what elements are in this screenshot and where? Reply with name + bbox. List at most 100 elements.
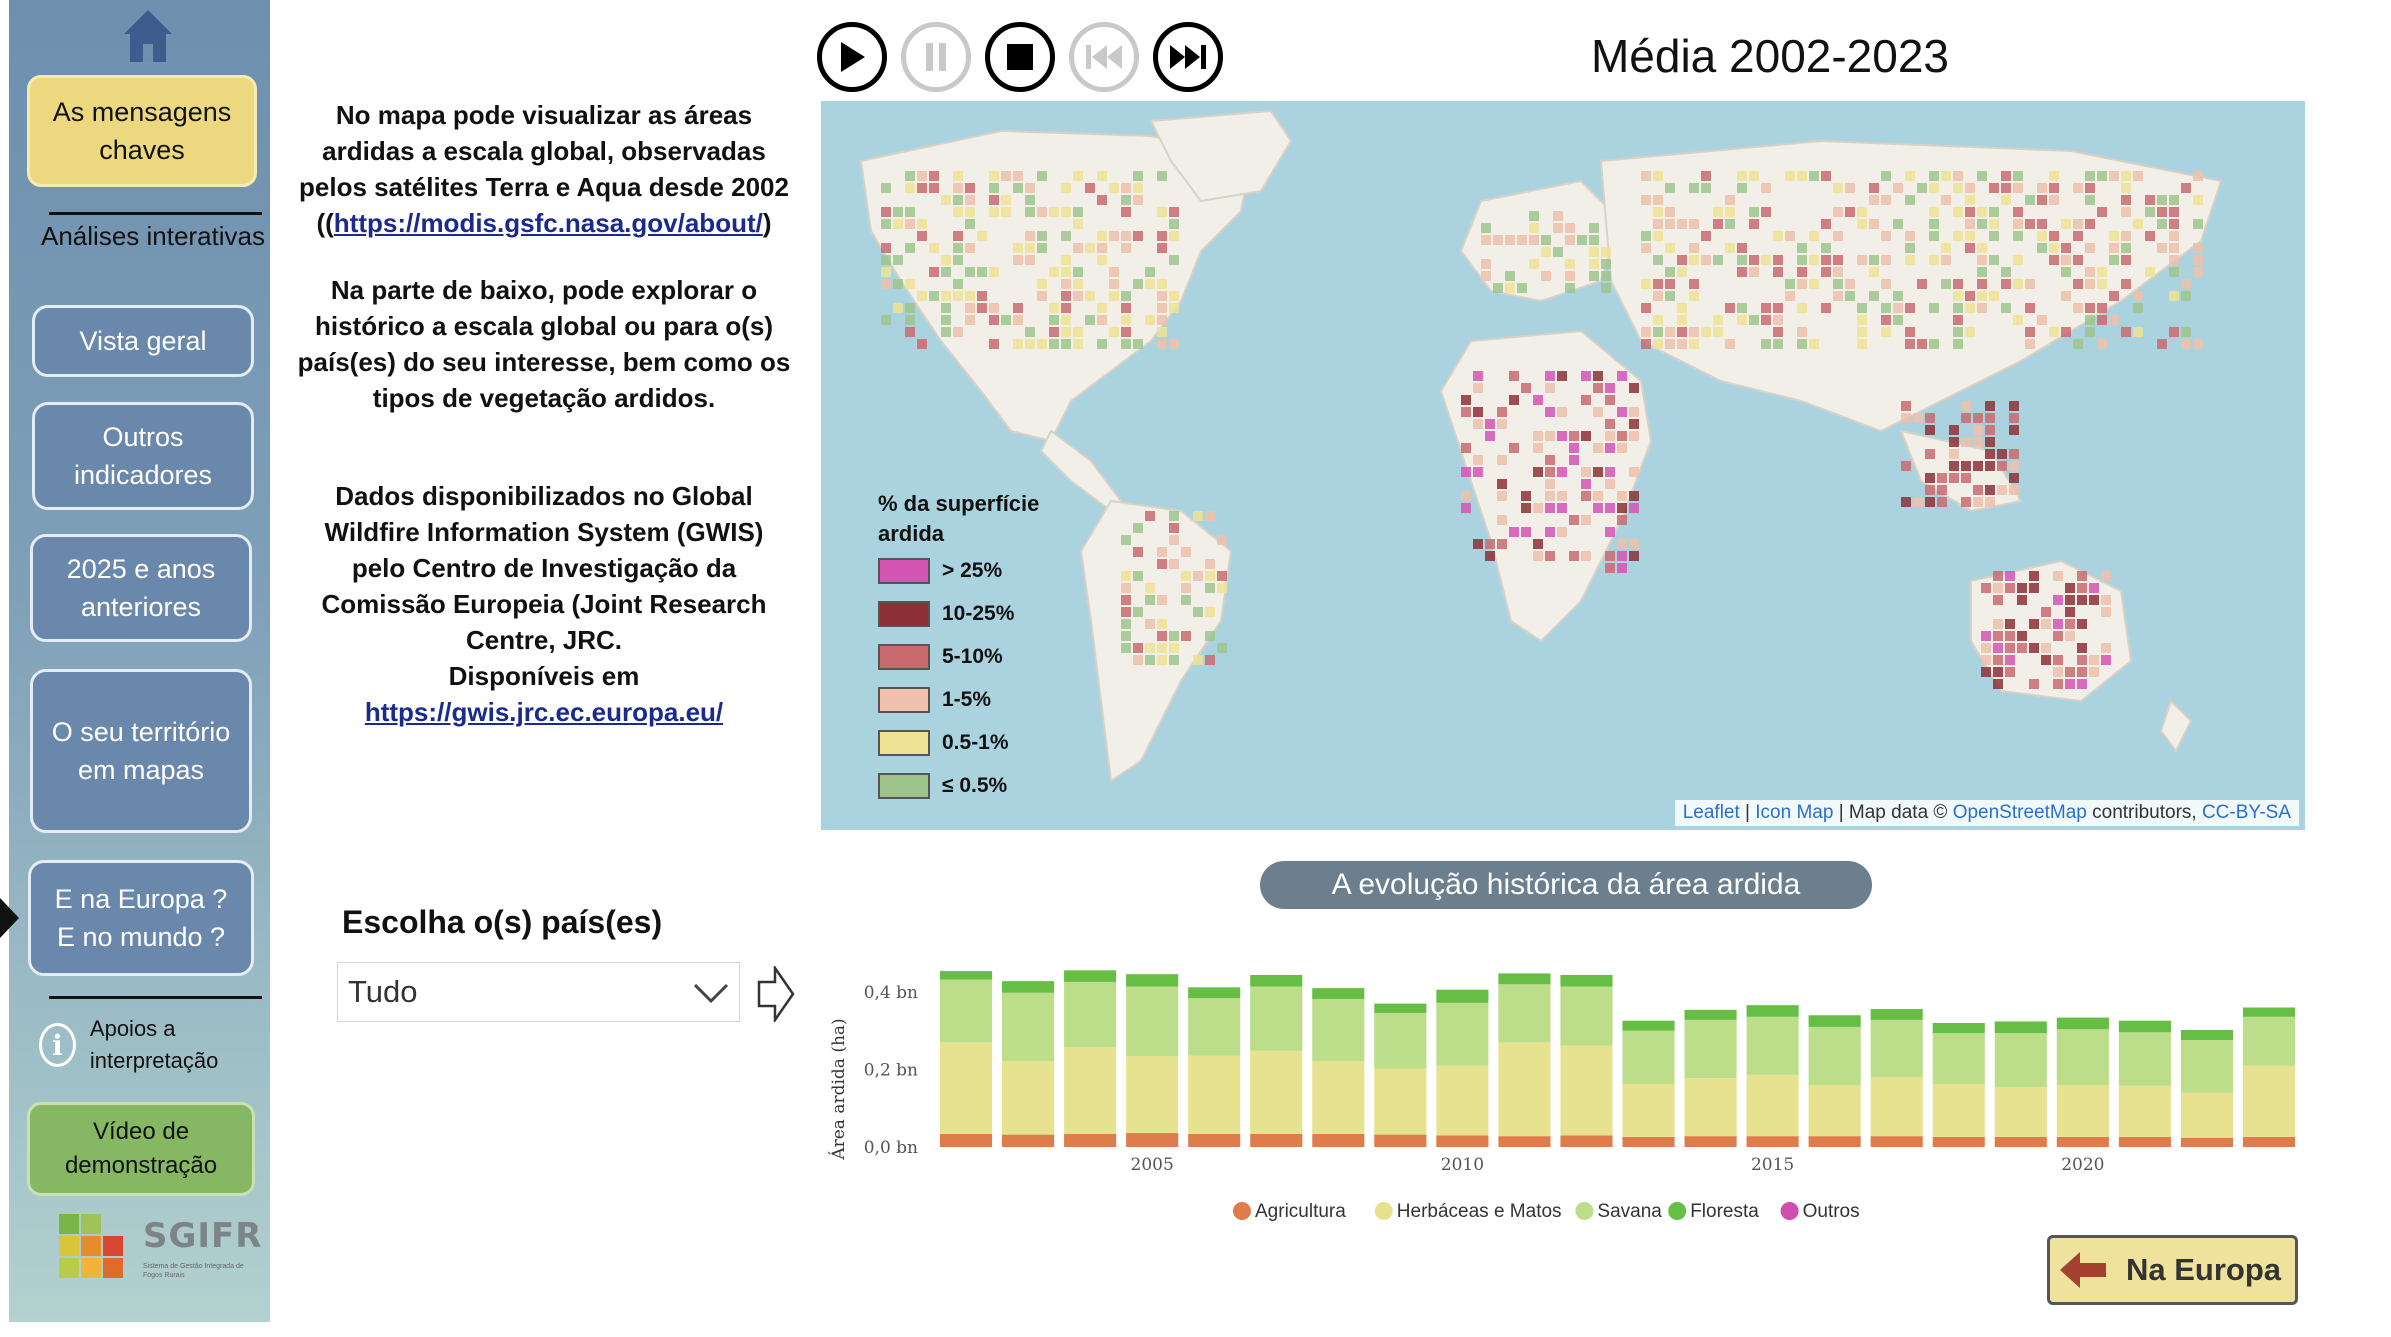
burned-cell [2097, 267, 2107, 277]
intro-paragraph-3: Dados disponibilizados no Global Wildfir… [296, 478, 792, 730]
burned-cell [2049, 183, 2059, 193]
sidebar-item-europe-world[interactable]: E na Europa ? E no mundo ? [28, 860, 254, 976]
attribution-text: | Map data © [1833, 802, 1953, 823]
sidebar-item-other-indicators[interactable]: Outros indicadores [32, 402, 254, 510]
sidebar-item-territory-maps[interactable]: O seu território em mapas [30, 669, 252, 833]
burned-cell [1533, 443, 1543, 453]
iconmap-link[interactable]: Icon Map [1755, 802, 1834, 823]
bar-segment [1808, 1085, 1861, 1137]
burned-cell [1617, 515, 1627, 525]
burned-cell [1145, 267, 1155, 277]
sidebar-item-2025-previous-years[interactable]: 2025 e anos anteriores [30, 534, 252, 642]
key-messages-button[interactable]: As mensagens chaves [27, 75, 257, 187]
bar-segment [1002, 992, 1055, 1061]
burned-cell [1893, 183, 1903, 193]
burned-cell [1881, 195, 1891, 205]
burned-cell [1157, 595, 1167, 605]
burned-cell [1761, 315, 1771, 325]
burned-cell [2049, 255, 2059, 265]
burned-cell [1193, 607, 1203, 617]
burned-area-chart[interactable]: 0,0 bn 0,2 bn 0,4 bn Área ardida (ha) 2005 20… [820, 945, 2310, 1235]
burned-cell [1701, 183, 1711, 193]
license-link[interactable]: CC-BY-SA [2201, 802, 2291, 823]
burned-cell [1097, 255, 1107, 265]
bar-segment [1126, 1133, 1179, 1147]
burned-cell [1993, 679, 2003, 689]
burned-cell [1545, 467, 1555, 477]
video-demo-button[interactable]: Vídeo de demonstração [27, 1102, 255, 1196]
burned-cell [2133, 219, 2143, 229]
burned-cell [1913, 497, 1923, 507]
burned-cell [1593, 467, 1603, 477]
burned-cell [1581, 467, 1591, 477]
burned-cell [893, 219, 903, 229]
pause-button[interactable] [901, 22, 971, 92]
stop-button[interactable] [985, 22, 1055, 92]
skip-back-button[interactable] [1069, 22, 1139, 92]
burned-cell [1881, 255, 1891, 265]
burned-cell [1545, 551, 1555, 561]
back-to-europe-button[interactable]: Na Europa [2047, 1235, 2298, 1305]
burned-cell [1725, 243, 1735, 253]
burned-cell [2065, 607, 2075, 617]
burned-cell [1529, 235, 1539, 245]
gwis-link[interactable]: https://gwis.jrc.ec.europa.eu/ [364, 697, 724, 727]
stop-icon [1007, 44, 1033, 70]
burned-cell [1121, 315, 1131, 325]
bar-segment [1622, 1020, 1675, 1031]
home-icon[interactable] [122, 8, 174, 64]
country-select-title: Escolha o(s) país(es) [342, 904, 663, 940]
map-legend: % da superfície ardida > 25% 10-25% 5-10… [878, 489, 1078, 807]
osm-link[interactable]: OpenStreetMap [1952, 802, 2087, 823]
burned-cell [1473, 419, 1483, 429]
burned-cell [2193, 243, 2203, 253]
burned-cell [2009, 425, 2019, 435]
burned-cell [1061, 303, 1071, 313]
burned-cell [1473, 407, 1483, 417]
burned-cell [2109, 171, 2119, 181]
support-label: Apoios a interpretação [89, 1016, 219, 1073]
burned-cell [1181, 571, 1191, 581]
arrow-right-icon[interactable] [757, 966, 795, 1022]
burned-cell [1193, 511, 1203, 521]
skip-forward-button[interactable] [1153, 22, 1223, 92]
burned-cell [1981, 667, 1991, 677]
legend-item: ≤ 0.5% [878, 764, 1078, 807]
intro-paragraph-2: Na parte de baixo, pode explorar o histó… [297, 275, 791, 413]
burned-cell [1497, 407, 1507, 417]
burned-cell [1157, 171, 1167, 181]
burned-cell [2013, 171, 2023, 181]
burned-cell [1517, 235, 1527, 245]
burned-cell [1529, 211, 1539, 221]
burned-cell [1605, 479, 1615, 489]
burned-cell [1993, 655, 2003, 665]
burned-cell [2145, 231, 2155, 241]
sidebar-item-overview[interactable]: Vista geral [32, 305, 254, 377]
burned-cell [2077, 619, 2087, 629]
burned-cell [1989, 231, 1999, 241]
modis-link[interactable]: https://modis.gsfc.nasa.gov/about/ [333, 208, 763, 238]
country-select-dropdown[interactable]: Tudo [337, 962, 740, 1022]
burned-cell [2013, 315, 2023, 325]
bar-segment [1622, 1084, 1675, 1137]
burned-cell [2077, 679, 2087, 689]
burned-area-map[interactable]: % da superfície ardida > 25% 10-25% 5-10… [821, 101, 2305, 830]
logo-text: SGIFR [143, 1216, 263, 1256]
bar-segment [1622, 1030, 1675, 1085]
burned-cell [1653, 279, 1663, 289]
burned-cell [965, 207, 975, 217]
bar-segment [2180, 1040, 2233, 1093]
burned-cell [965, 315, 975, 325]
burned-cell [1949, 449, 1959, 459]
burned-cell [1133, 231, 1143, 241]
support-interpretation-link[interactable]: i Apoios a interpretação [39, 1013, 269, 1077]
burned-cell [1145, 595, 1155, 605]
burned-cell [1773, 327, 1783, 337]
leaflet-link[interactable]: Leaflet [1682, 802, 1740, 823]
play-button[interactable] [817, 22, 887, 92]
burned-cell [1981, 643, 1991, 653]
legend-marker [1374, 1202, 1393, 1220]
burned-cell [1973, 413, 1983, 423]
burned-cell [1857, 327, 1867, 337]
burned-cell [2025, 327, 2035, 337]
